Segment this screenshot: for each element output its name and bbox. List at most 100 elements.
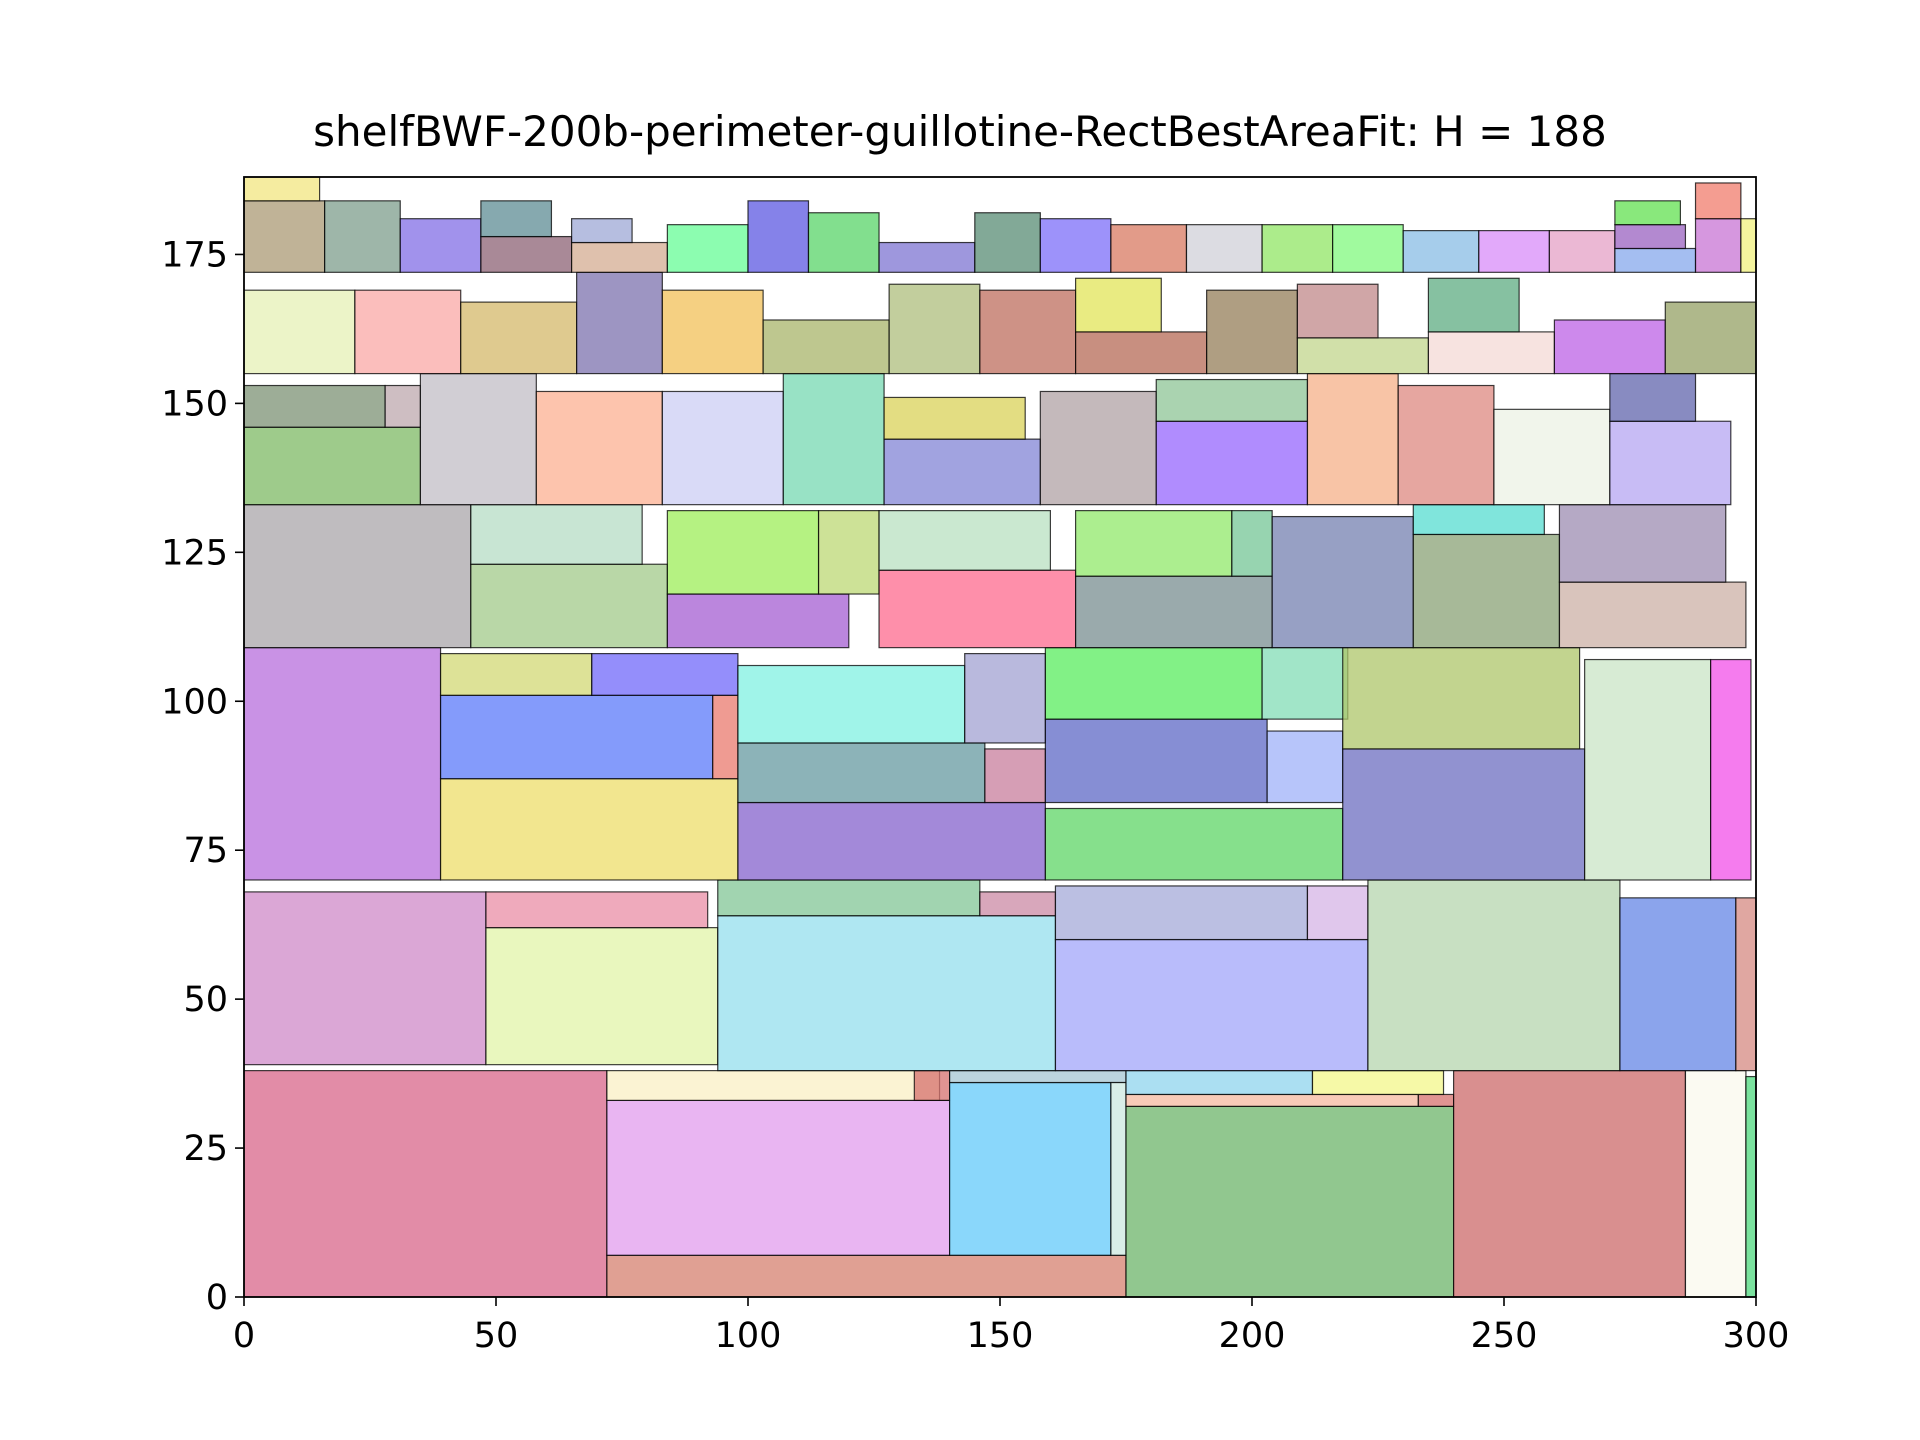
packed-rect-116 xyxy=(1478,230,1550,273)
chart-title: shelfBWF-200b-perimeter-guillotine-RectB… xyxy=(313,107,1607,156)
packed-rect-123 xyxy=(1614,200,1682,226)
y-tick-label-0: 0 xyxy=(206,1278,228,1318)
packed-rect-8 xyxy=(1125,1105,1455,1298)
packed-rect-72 xyxy=(883,396,1026,440)
packed-rect-9 xyxy=(1125,1093,1419,1107)
packed-rect-14 xyxy=(1684,1070,1747,1298)
packed-rect-76 xyxy=(1306,372,1399,506)
packed-rect-80 xyxy=(1609,372,1697,422)
packed-rect-82 xyxy=(354,289,462,375)
packed-rect-110 xyxy=(1039,218,1112,273)
packed-rect-119 xyxy=(1614,224,1687,250)
packed-rect-33 xyxy=(591,652,739,696)
packed-rect-74 xyxy=(1155,420,1309,506)
packed-rect-4 xyxy=(913,1070,951,1102)
packed-rect-69 xyxy=(661,390,784,506)
packed-rect-16 xyxy=(243,891,487,1066)
packed-rect-41 xyxy=(1266,730,1344,804)
packed-rect-105 xyxy=(666,224,749,273)
packed-rect-104 xyxy=(570,218,633,244)
packed-rect-101 xyxy=(480,235,573,273)
packed-rect-3 xyxy=(606,1070,941,1102)
packed-rect-79 xyxy=(1609,420,1732,506)
packed-rect-85 xyxy=(661,289,764,375)
packed-rect-113 xyxy=(1261,224,1334,273)
packed-rect-47 xyxy=(1710,658,1752,881)
packed-rect-34 xyxy=(737,801,1046,881)
packed-rect-88 xyxy=(979,289,1077,375)
packed-rect-15 xyxy=(1745,1075,1757,1298)
packed-rect-93 xyxy=(1296,283,1379,339)
y-tick-label-175: 175 xyxy=(161,235,228,275)
packed-rect-63 xyxy=(1558,504,1727,583)
packed-rect-60 xyxy=(1412,533,1561,649)
packed-rect-43 xyxy=(1261,647,1349,720)
packed-rect-10 xyxy=(1417,1093,1455,1107)
packed-rect-25 xyxy=(1367,879,1621,1072)
packed-rect-122 xyxy=(243,176,321,202)
packed-rect-97 xyxy=(1664,301,1757,375)
y-tick-label-125: 125 xyxy=(161,533,228,573)
y-tick-label-75: 75 xyxy=(183,831,228,871)
packed-rect-6 xyxy=(948,1070,1127,1084)
packed-rect-87 xyxy=(888,283,981,375)
packed-rect-91 xyxy=(1206,289,1298,375)
packed-rect-103 xyxy=(570,241,668,273)
packed-rect-117 xyxy=(1548,230,1616,273)
packed-rect-50 xyxy=(470,504,643,565)
packed-rect-96 xyxy=(1553,319,1666,375)
packed-rect-46 xyxy=(1584,658,1712,881)
y-tick-label-25: 25 xyxy=(183,1129,228,1169)
packed-rect-21 xyxy=(979,891,1057,917)
packed-rect-44 xyxy=(1342,748,1586,881)
packed-rect-115 xyxy=(1402,230,1480,273)
x-tick-label-100: 100 xyxy=(715,1316,782,1356)
packed-rect-5 xyxy=(948,1081,1112,1256)
packed-rect-95 xyxy=(1427,277,1520,333)
packed-rect-27 xyxy=(1735,897,1757,1072)
packed-rect-108 xyxy=(878,241,976,273)
packed-rect-39 xyxy=(1044,807,1344,881)
packed-rect-18 xyxy=(485,891,709,929)
packed-rect-77 xyxy=(1397,384,1495,506)
packed-rect-32 xyxy=(439,652,593,696)
packed-rect-49 xyxy=(470,563,668,649)
packed-rect-111 xyxy=(1110,224,1188,273)
packed-rect-68 xyxy=(535,390,663,506)
packed-rect-118 xyxy=(1614,247,1697,273)
packed-rect-52 xyxy=(666,510,820,595)
packed-rect-102 xyxy=(480,200,553,238)
packed-rect-121 xyxy=(1740,218,1757,273)
packed-rect-48 xyxy=(243,504,472,649)
packed-rect-54 xyxy=(878,569,1077,649)
packed-rect-38 xyxy=(964,652,1046,744)
y-tick-label-100: 100 xyxy=(161,682,228,722)
packed-rect-7 xyxy=(1110,1081,1127,1256)
packed-rect-45 xyxy=(1342,647,1581,750)
packed-rect-66 xyxy=(384,384,421,428)
packed-rect-109 xyxy=(974,212,1041,273)
packed-rect-64 xyxy=(243,426,421,506)
packed-rect-100 xyxy=(399,218,482,273)
packed-rect-2 xyxy=(606,1099,951,1256)
y-tick-label-150: 150 xyxy=(161,384,228,424)
packed-rect-37 xyxy=(737,664,966,744)
packed-rect-24 xyxy=(1306,885,1369,941)
packed-rect-78 xyxy=(1493,408,1611,506)
y-tick-label-50: 50 xyxy=(183,980,228,1020)
packed-rect-59 xyxy=(1271,515,1414,649)
packed-rect-120 xyxy=(1694,218,1742,273)
packed-rect-124 xyxy=(1694,182,1742,220)
x-tick-label-150: 150 xyxy=(967,1316,1034,1356)
packed-rect-81 xyxy=(243,289,356,375)
x-tick-label-250: 250 xyxy=(1471,1316,1538,1356)
packed-rect-71 xyxy=(883,438,1041,506)
packed-rectangles xyxy=(243,176,1757,1298)
packed-rect-53 xyxy=(817,510,880,595)
packed-rect-67 xyxy=(419,372,537,506)
packed-rect-0 xyxy=(243,1070,608,1298)
packed-rect-94 xyxy=(1427,331,1556,375)
x-tick-label-200: 200 xyxy=(1219,1316,1286,1356)
packed-rect-86 xyxy=(762,319,890,375)
